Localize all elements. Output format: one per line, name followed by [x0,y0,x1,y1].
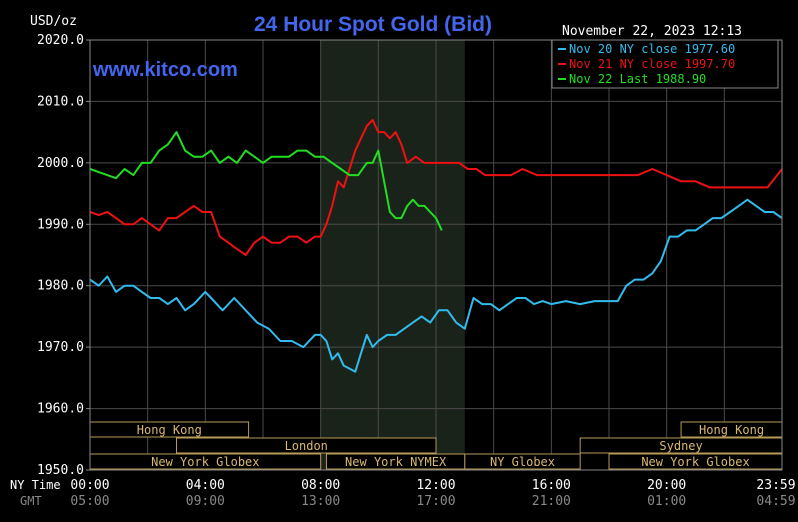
y-tick-label: 1960.0 [37,402,84,417]
series-line [89,131,443,231]
nymex-shaded-region [320,40,465,470]
timestamp: November 22, 2023 12:13 [562,24,742,39]
site-watermark: www.kitco.com [92,59,238,81]
y-tick-label: 1950.0 [37,463,84,478]
legend-label: Nov 22 Last 1988.90 [569,72,706,86]
x-tick-label-gmt: 04:59 [756,494,795,509]
session-label: New York NYMEX [345,455,447,469]
y-tick-label: 1980.0 [37,279,84,294]
y-tick-label: 2000.0 [37,156,84,171]
session-label: Sydney [659,439,702,453]
x-tick-label-ny: 00:00 [70,478,109,493]
y-tick-label: 2020.0 [37,33,84,48]
x-tick-label-gmt: 17:00 [416,494,455,509]
session-box [176,437,437,454]
x-tick-label-ny: 20:00 [647,478,686,493]
plot-border [89,39,783,471]
ny-time-row-label: NY Time [10,478,61,492]
x-tick-label-ny: 12:00 [416,478,455,493]
x-tick-label-gmt: 05:00 [70,494,109,509]
legend-box [551,39,779,89]
session-label: New York Globex [151,455,259,469]
gmt-row-label: GMT [20,494,42,508]
y-tick-label: 1970.0 [37,340,84,355]
x-tick-label-gmt: 21:00 [532,494,571,509]
x-tick-label-gmt: 13:00 [301,494,340,509]
x-tick-label-ny: 04:00 [186,478,225,493]
series-line [89,118,783,256]
session-label: Hong Kong [137,423,202,437]
chart-title: 24 Hour Spot Gold (Bid) [254,13,492,36]
x-tick-label-gmt: 01:00 [647,494,686,509]
y-tick-label: 1990.0 [37,217,84,232]
x-tick-label-gmt: 09:00 [186,494,225,509]
gridlines [90,40,782,470]
series-lines [89,118,783,373]
session-label: New York Globex [641,455,749,469]
legend-label: Nov 21 NY close 1997.70 [569,57,735,71]
legend-label: Nov 20 NY close 1977.60 [569,42,735,56]
session-label: NY Globex [490,455,555,469]
unit-label: USD/oz [30,14,77,29]
market-sessions: Hong Kong Hong Kong London Sydney New York G… [89,421,783,470]
y-tick-label: 2010.0 [37,94,84,109]
x-tick-label-ny: 23:59 [756,478,795,493]
x-tick-label-ny: 16:00 [532,478,571,493]
x-tick-label-ny: 08:00 [301,478,340,493]
session-box [464,453,581,470]
session-label: London [285,439,328,453]
session-label: Hong Kong [699,423,764,437]
y-axis: 2020.0 2010.0 2000.0 1990.0 1980.0 1970.0 1960… [37,33,90,478]
series-line [89,198,783,373]
